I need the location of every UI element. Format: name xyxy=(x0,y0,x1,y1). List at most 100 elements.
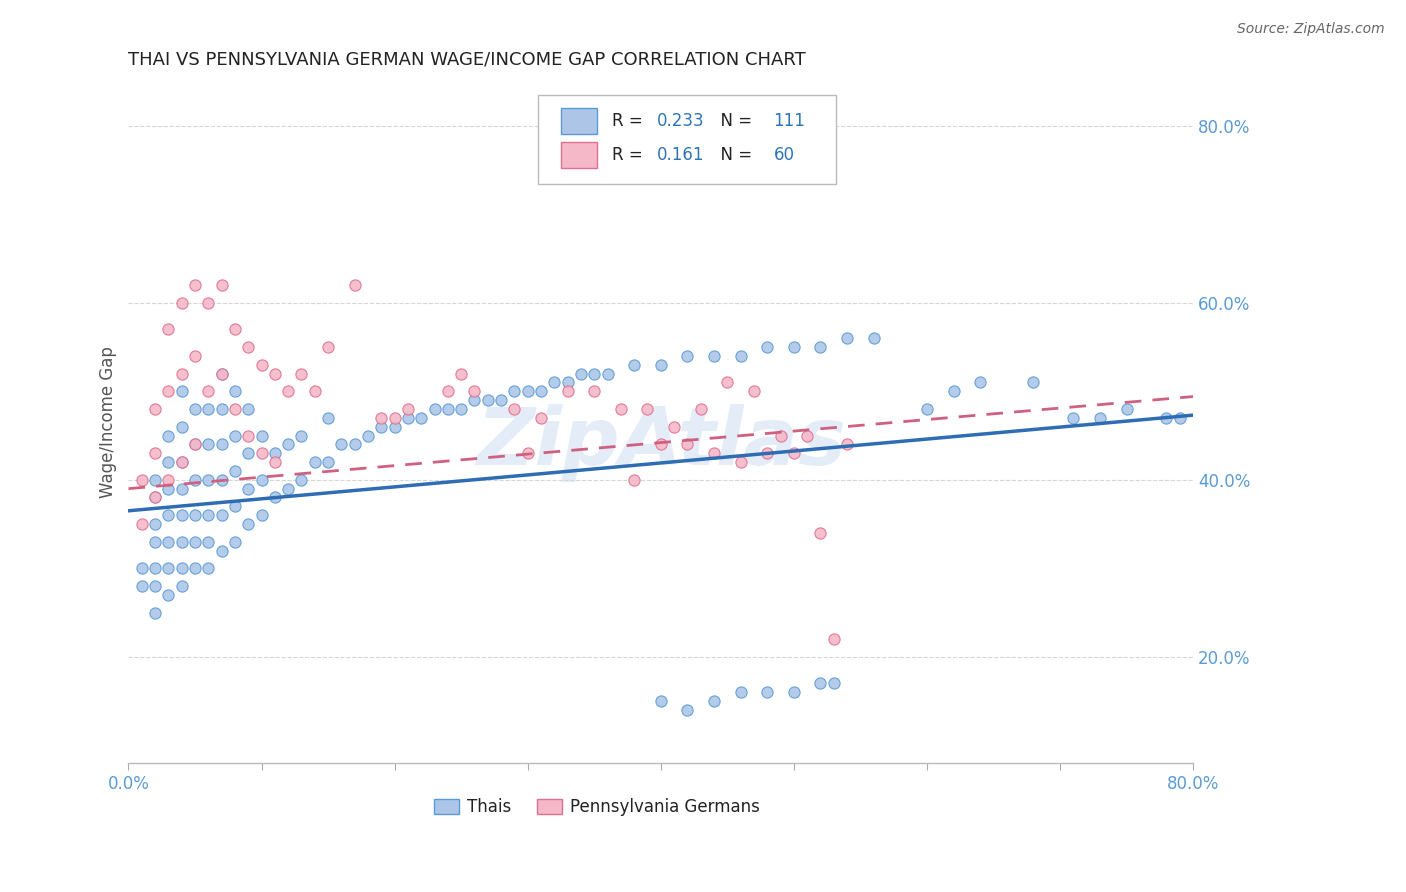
Point xyxy=(170,367,193,381)
Point xyxy=(384,410,406,425)
Point xyxy=(742,384,765,399)
Point xyxy=(157,561,180,575)
Point xyxy=(224,464,246,478)
Point xyxy=(184,561,207,575)
Point xyxy=(157,455,180,469)
Point xyxy=(157,508,180,523)
Point xyxy=(623,473,645,487)
Point xyxy=(224,500,246,514)
Point xyxy=(170,295,193,310)
Point xyxy=(290,473,312,487)
Text: N =: N = xyxy=(710,146,756,164)
Point xyxy=(623,358,645,372)
Point xyxy=(1062,410,1084,425)
Point xyxy=(157,473,180,487)
Point xyxy=(184,437,207,451)
Point xyxy=(316,340,339,354)
Point xyxy=(423,401,446,416)
Point xyxy=(370,410,392,425)
Point xyxy=(290,428,312,442)
Point xyxy=(783,446,806,460)
Point xyxy=(730,349,752,363)
Point xyxy=(157,384,180,399)
Point xyxy=(316,410,339,425)
Point xyxy=(211,367,233,381)
Point xyxy=(583,367,606,381)
Point xyxy=(250,358,273,372)
Point xyxy=(224,401,246,416)
Point xyxy=(250,446,273,460)
Point xyxy=(143,401,166,416)
Point xyxy=(636,401,658,416)
Point xyxy=(211,543,233,558)
Point xyxy=(143,579,166,593)
Text: ZipAtlas: ZipAtlas xyxy=(475,404,845,482)
Point xyxy=(238,482,260,496)
Point xyxy=(157,322,180,336)
Point xyxy=(915,401,938,416)
Point xyxy=(170,384,193,399)
Point xyxy=(357,428,380,442)
Point xyxy=(224,322,246,336)
Point xyxy=(756,340,779,354)
Point xyxy=(384,419,406,434)
Point xyxy=(730,455,752,469)
Point xyxy=(396,410,419,425)
Point xyxy=(1088,410,1111,425)
Point xyxy=(250,473,273,487)
Point xyxy=(543,376,565,390)
Text: Source: ZipAtlas.com: Source: ZipAtlas.com xyxy=(1237,22,1385,37)
Point xyxy=(583,384,606,399)
Point xyxy=(170,579,193,593)
Point xyxy=(810,676,832,690)
Point xyxy=(823,676,845,690)
Point xyxy=(211,508,233,523)
Point xyxy=(437,384,460,399)
Point xyxy=(197,561,219,575)
Point xyxy=(411,410,433,425)
Point xyxy=(835,331,858,345)
Point xyxy=(290,367,312,381)
Point xyxy=(437,401,460,416)
Point xyxy=(224,428,246,442)
Point xyxy=(969,376,991,390)
Point xyxy=(238,401,260,416)
Point xyxy=(170,561,193,575)
FancyBboxPatch shape xyxy=(561,142,598,168)
Point xyxy=(650,358,672,372)
Point xyxy=(238,517,260,532)
Point xyxy=(343,437,366,451)
Text: R =: R = xyxy=(612,146,652,164)
Point xyxy=(783,340,806,354)
Point xyxy=(184,349,207,363)
Point xyxy=(184,437,207,451)
Point xyxy=(810,525,832,540)
Point xyxy=(516,446,538,460)
Point xyxy=(1115,401,1137,416)
Point xyxy=(304,384,326,399)
Y-axis label: Wage/Income Gap: Wage/Income Gap xyxy=(100,346,117,498)
Point xyxy=(569,367,592,381)
Point xyxy=(184,473,207,487)
Text: 0.161: 0.161 xyxy=(657,146,704,164)
Point xyxy=(716,376,738,390)
Point xyxy=(170,455,193,469)
Point xyxy=(197,534,219,549)
Text: THAI VS PENNSYLVANIA GERMAN WAGE/INCOME GAP CORRELATION CHART: THAI VS PENNSYLVANIA GERMAN WAGE/INCOME … xyxy=(128,51,806,69)
Point xyxy=(676,703,699,717)
Point xyxy=(516,384,538,399)
Point xyxy=(1168,410,1191,425)
Point xyxy=(197,384,219,399)
Point xyxy=(343,278,366,293)
Point xyxy=(157,534,180,549)
Point xyxy=(703,694,725,708)
Point xyxy=(170,482,193,496)
Point xyxy=(238,340,260,354)
Point xyxy=(676,349,699,363)
Point xyxy=(143,606,166,620)
Point xyxy=(157,482,180,496)
Point xyxy=(557,376,579,390)
Point xyxy=(143,534,166,549)
Point xyxy=(143,491,166,505)
Point xyxy=(769,428,792,442)
